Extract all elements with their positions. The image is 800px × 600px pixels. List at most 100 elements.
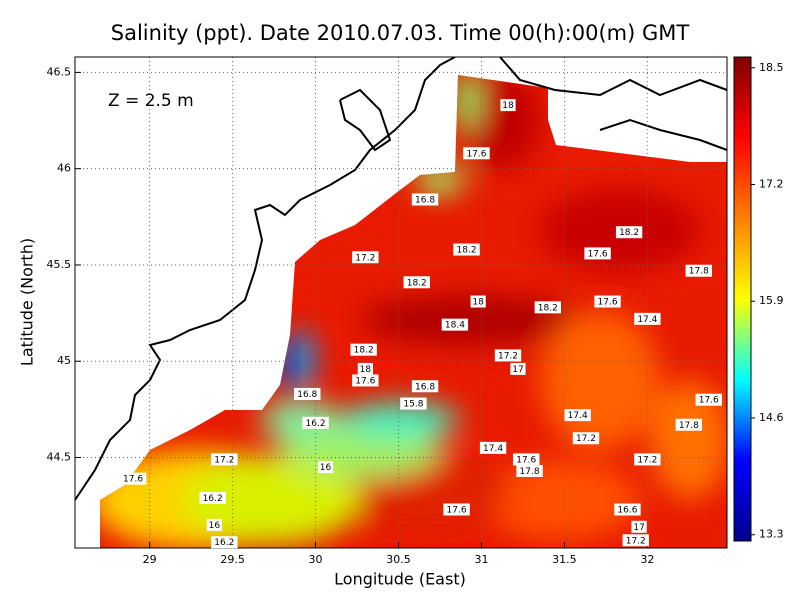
x-tick-label: 31 [474,553,488,566]
contour-label-box [513,453,540,466]
contour-label: 17.2 [214,455,234,465]
contour-label-box [494,349,522,362]
coastline [75,57,727,501]
contour-label-box [411,193,439,206]
contour-label-box [211,453,238,466]
contour-label: 17.8 [689,267,709,277]
contour-label: 16 [209,521,221,531]
y-tick-label: 46 [57,162,71,175]
contour-label-box [470,295,486,308]
contour-label-box [564,409,591,422]
contour-label: 17.2 [576,434,596,444]
contour-label-box [634,453,661,466]
contour-label: 17.2 [498,351,518,361]
y-tick-label: 44.5 [47,451,72,464]
contour-label-box [463,147,490,160]
colorbar-tick-label: 17.2 [759,178,784,191]
contour-label-box [584,247,611,260]
x-axis-label: Longitude (East) [334,570,466,589]
contour-label-box [572,432,600,445]
contour-label: 17.6 [598,298,618,308]
x-tick-label: 30 [309,553,323,566]
contour-label-box [631,520,647,533]
contour-label-box [119,472,147,485]
contour-label: 17.6 [516,455,536,465]
contour-label-box [302,416,329,429]
contour-label-box [211,536,238,549]
y-tick-label: 45 [57,354,71,367]
contour-label: 16.8 [415,195,435,205]
contour-label: 18.2 [619,228,639,238]
contour-label-box [443,503,470,516]
contour-label-box [352,251,379,264]
colorbar-tick-label: 18.5 [759,61,784,74]
contour-label-box [400,397,427,410]
x-tick-label: 31.5 [552,553,577,566]
contour-label: 16.8 [297,390,317,400]
contour-label: 16.8 [415,382,435,392]
colorbar-tick-label: 13.3 [759,528,784,541]
x-tick-label: 32 [640,553,654,566]
colorbar-tick-label: 15.9 [759,294,784,307]
contour-label: 18.2 [354,346,374,356]
contour-label: 17 [633,523,644,533]
contour-label-box [199,491,226,504]
x-tick-label: 29 [143,553,157,566]
contour-label: 17.6 [123,475,143,485]
contour-label-box [516,464,543,477]
contour-label: 17.6 [466,149,486,159]
contour-label-box [206,518,222,531]
contour-label: 17.4 [568,411,588,421]
contour-label: 15.8 [403,400,423,410]
plot-frame [74,56,728,549]
y-axis-label: Latitude (North) [18,238,37,366]
contour-label: 16.2 [203,494,223,504]
y-tick-label: 45.5 [47,258,72,271]
contour-label: 17.6 [355,376,375,386]
contour-label: 17.6 [447,505,467,515]
colorbar [733,56,752,542]
colorbar-tick-label: 14.6 [759,411,784,424]
x-tick-label: 30.5 [386,553,411,566]
contour-label: 17.4 [483,444,503,454]
contour-label-box [510,362,526,375]
contour-label: 17.6 [588,249,608,259]
contour-label-box [479,441,507,454]
contour-label: 16 [320,463,332,473]
contour-label-box [615,226,643,239]
contour-label: 16.2 [306,419,326,429]
salinity-field [100,75,727,548]
contour-label-box [695,393,722,406]
contour-label-box [614,503,641,516]
contour-label-box [675,418,703,431]
contour-label: 18.2 [538,303,558,313]
contour-label: 16.2 [214,538,234,548]
x-tick-label: 29.5 [220,553,245,566]
contour-label: 18.4 [445,321,465,331]
chart-title: Salinity (ppt). Date 2010.07.03. Time 00… [111,21,690,45]
contour-label: 17.6 [699,396,719,406]
y-tick-label: 46.5 [47,65,72,78]
contour-label-box [350,343,377,356]
contour-label-box [317,461,334,474]
contour-label-box [294,387,321,400]
contour-label: 17.2 [355,253,375,263]
contour-label: 17.2 [626,536,646,546]
contour-label-box [594,295,621,308]
contour-label: 16.6 [617,505,637,515]
contour-label-box [411,380,439,393]
contour-label-box [622,534,649,547]
depth-annotation: Z = 2.5 m [108,91,194,111]
contour-label: 17.4 [637,315,657,325]
contour-label-box [634,312,661,325]
contour-label: 18 [502,101,514,111]
contour-label-box [685,264,712,277]
contour-label-box [357,362,373,375]
contour-label-box [500,99,516,112]
contour-label: 18 [360,365,372,375]
contour-label-box [352,374,379,387]
contour-label-box [534,301,562,314]
contour-label-box [403,276,430,289]
contour-label-box [453,243,480,256]
